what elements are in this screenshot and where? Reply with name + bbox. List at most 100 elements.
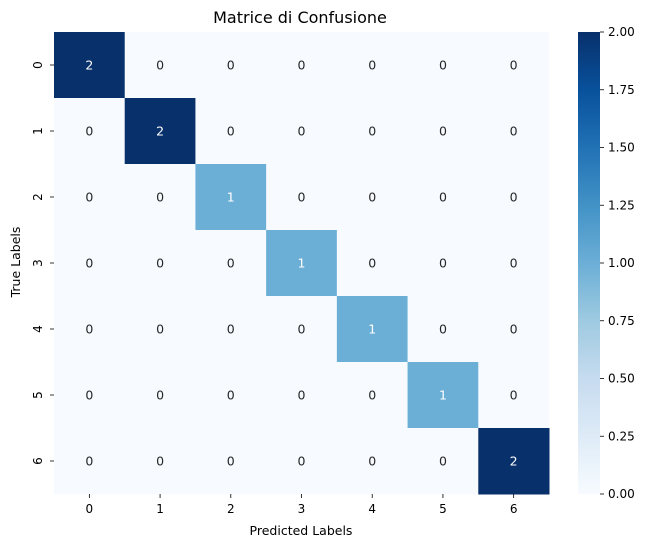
heatmap-cell — [195, 230, 267, 297]
heatmap-cell — [195, 296, 267, 363]
heatmap-cell — [195, 164, 267, 231]
cell-value-label: 1 — [439, 388, 447, 403]
cell-value-label: 0 — [227, 124, 235, 139]
cell-value-label: 0 — [156, 256, 164, 271]
y-tick-label: 1 — [31, 127, 45, 135]
cell-value-label: 0 — [156, 388, 164, 403]
cell-value-label: 0 — [510, 256, 518, 271]
y-tick-label: 0 — [31, 61, 45, 69]
cell-value-label: 0 — [227, 388, 235, 403]
cell-value-label: 2 — [156, 124, 164, 139]
cell-value-label: 0 — [298, 322, 306, 337]
cell-value-label: 0 — [368, 256, 376, 271]
cell-value-label: 0 — [85, 388, 93, 403]
heatmap-cell — [478, 164, 550, 231]
heatmap-cell — [54, 32, 126, 99]
heatmap-cells: 2 0 0 0 0 0 0 0 2 0 0 0 0 0 0 0 1 0 0 0 0 0 0 0 1 0 0 0 0 0 0 0 1 0 0 0 0 0 0 0… — [54, 32, 550, 495]
cell-value-label: 0 — [439, 256, 447, 271]
heatmap-cell — [336, 98, 409, 165]
colorbar-tick-label: 0.75 — [608, 314, 635, 328]
heatmap-cell — [407, 296, 479, 363]
x-tick-label: 6 — [510, 502, 518, 516]
heatmap-cell — [195, 362, 267, 429]
colorbar-tick-label: 1.25 — [608, 198, 635, 212]
heatmap-cell — [195, 428, 267, 495]
cell-value-label: 0 — [510, 322, 518, 337]
heatmap-cell — [478, 32, 550, 99]
heatmap-cell — [407, 428, 479, 495]
cell-value-label: 0 — [510, 124, 518, 139]
colorbar-tick-label: 0.50 — [608, 372, 635, 386]
heatmap-cell — [124, 296, 196, 363]
heatmap-cell — [266, 428, 338, 495]
cell-value-label: 1 — [298, 256, 306, 271]
heatmap-cell — [478, 230, 550, 297]
heatmap-cell — [266, 164, 338, 231]
colorbar-tick-label: 0.00 — [608, 487, 635, 501]
cell-value-label: 0 — [368, 454, 376, 469]
cell-value-label: 0 — [227, 322, 235, 337]
heatmap-cell — [407, 164, 479, 231]
y-axis-ticks: 0 1 2 3 4 5 6 — [31, 61, 54, 465]
y-tick-label: 3 — [31, 259, 45, 267]
cell-value-label: 0 — [85, 322, 93, 337]
y-tick-label: 6 — [31, 457, 45, 465]
heatmap-cell — [124, 32, 196, 99]
heatmap-cell — [54, 362, 126, 429]
heatmap-cell — [124, 164, 196, 231]
cell-value-label: 0 — [298, 58, 306, 73]
cell-value-label: 0 — [510, 388, 518, 403]
colorbar-ticks: 0.00 0.25 0.50 0.75 1.00 1.25 1.50 1.75 2.00 — [600, 25, 635, 501]
x-tick-label: 1 — [156, 502, 164, 516]
heatmap-cell — [124, 362, 196, 429]
heatmap-cell — [407, 98, 479, 165]
colorbar — [578, 32, 600, 494]
chart-title: Matrice di Confusione — [213, 8, 387, 27]
heatmap-cell — [407, 230, 479, 297]
heatmap-cell — [124, 428, 196, 495]
cell-value-label: 1 — [368, 322, 376, 337]
cell-value-label: 0 — [439, 58, 447, 73]
heatmap-cell — [266, 230, 338, 297]
heatmap-cell — [54, 428, 126, 495]
cell-value-label: 0 — [439, 322, 447, 337]
heatmap-cell — [266, 32, 338, 99]
colorbar-tick-label: 2.00 — [608, 25, 635, 39]
heatmap-cell — [124, 230, 196, 297]
cell-value-label: 0 — [156, 58, 164, 73]
heatmap-cell — [336, 164, 409, 231]
heatmap-cell — [54, 164, 126, 231]
heatmap-cell — [54, 230, 126, 297]
cell-value-label: 2 — [510, 454, 518, 469]
y-tick-label: 4 — [31, 325, 45, 333]
x-tick-label: 0 — [86, 502, 94, 516]
heatmap-cell — [478, 428, 550, 495]
cell-value-label: 0 — [85, 190, 93, 205]
x-axis-label: Predicted Labels — [250, 523, 353, 538]
cell-value-label: 0 — [85, 256, 93, 271]
colorbar-tick-label: 1.00 — [608, 256, 635, 270]
cell-value-label: 0 — [298, 388, 306, 403]
cell-value-label: 0 — [298, 124, 306, 139]
heatmap-cell — [407, 362, 479, 429]
cell-value-label: 0 — [510, 190, 518, 205]
heatmap-cell — [195, 98, 267, 165]
cell-value-label: 0 — [227, 58, 235, 73]
cell-value-label: 1 — [227, 190, 235, 205]
heatmap-cell — [336, 428, 409, 495]
y-tick-label: 5 — [31, 391, 45, 399]
x-axis-ticks: 0 1 2 3 4 5 6 — [86, 494, 518, 516]
heatmap-cell — [124, 98, 196, 165]
heatmap-cell — [54, 98, 126, 165]
heatmap-cell — [266, 296, 338, 363]
colorbar-tick-label: 0.25 — [608, 429, 635, 443]
y-tick-label: 2 — [31, 193, 45, 201]
heatmap-cell — [336, 362, 409, 429]
heatmap-cell — [478, 362, 550, 429]
cell-value-label: 0 — [227, 454, 235, 469]
cell-value-label: 0 — [439, 454, 447, 469]
x-tick-label: 5 — [439, 502, 447, 516]
cell-value-label: 0 — [439, 190, 447, 205]
cell-value-label: 0 — [85, 124, 93, 139]
heatmap-cell — [54, 296, 126, 363]
